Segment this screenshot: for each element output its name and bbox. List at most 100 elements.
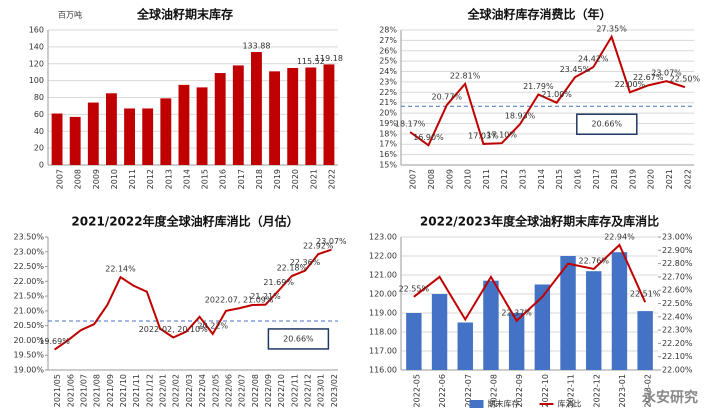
y-tick-label: 140 <box>29 42 44 51</box>
x-tick-label: 2008 <box>427 169 436 189</box>
bar <box>196 87 208 165</box>
bar <box>457 322 473 370</box>
y-tick-label: 19.50% <box>13 351 44 360</box>
x-tick-label: 2022/01 <box>159 374 168 407</box>
x-tick-label: 2015 <box>201 169 210 189</box>
y-tick-label: 26% <box>379 46 397 55</box>
value-label: 22.81% <box>450 71 481 80</box>
value-label: 2022.07, 21.09% <box>205 296 274 305</box>
x-tick-label: 2010 <box>464 169 473 189</box>
y-tick-label: 22% <box>379 88 397 97</box>
x-tick-label: 2016 <box>219 169 228 189</box>
bar <box>232 65 244 165</box>
value-label: 22.00% <box>615 80 646 89</box>
legend-swatch <box>469 400 484 408</box>
chart-title: 2021/2022年度全球油籽库消比（月估） <box>71 214 298 229</box>
value-label: 27.35% <box>596 24 627 33</box>
y-tick-label: 21% <box>379 98 397 107</box>
x-tick-label: 2021 <box>665 169 674 189</box>
bar <box>431 294 448 370</box>
y-tick-label: 22.00% <box>13 277 44 286</box>
x-tick-label: 2022/12 <box>304 374 313 407</box>
y-tick-label: 120.00 <box>369 290 397 299</box>
y2-tick-label: 22.10% <box>662 352 693 361</box>
y-tick-label: 16% <box>379 150 397 159</box>
value-label: 22.67% <box>633 73 664 82</box>
y-tick-label: 80 <box>34 93 44 102</box>
bar <box>87 102 99 165</box>
bar <box>142 108 154 165</box>
x-tick-label: 2021/05 <box>53 374 62 407</box>
y-tick-label: 40 <box>34 127 44 136</box>
x-tick-label: 2021/06 <box>66 374 75 407</box>
bar <box>508 313 525 370</box>
value-label: 22.92% <box>303 242 334 251</box>
chart-title: 全球油籽期末库存 <box>136 7 233 22</box>
reference-label: 20.66% <box>592 120 623 129</box>
value-label: 22.36% <box>290 258 321 267</box>
y-tick-label: 100 <box>29 76 44 85</box>
value-label: 21.69% <box>263 278 294 287</box>
bar <box>69 116 81 165</box>
x-tick-label: 2022-12 <box>592 374 601 407</box>
y-tick-label: 19.00% <box>13 366 44 375</box>
x-tick-label: 2014 <box>537 169 546 189</box>
y-tick-label: 20.50% <box>13 321 44 330</box>
x-tick-label: 2021 <box>309 169 318 189</box>
bar <box>586 271 602 370</box>
y-tick-label: 20.00% <box>13 336 44 345</box>
x-tick-label: 2011 <box>482 169 491 189</box>
y-tick-label: 17% <box>379 140 397 149</box>
bar <box>611 252 628 370</box>
value-label: 18.93% <box>505 112 536 121</box>
x-tick-label: 2014 <box>182 169 191 189</box>
x-tick-label: 2023-01 <box>618 374 627 407</box>
value-label: 22.50% <box>670 75 701 84</box>
x-tick-label: 2007 <box>409 169 418 189</box>
chart-title: 全球油籽库存消费比（年） <box>466 7 611 22</box>
x-tick-label: 2022/04 <box>198 374 207 407</box>
y2-tick-label: 22.30% <box>662 326 693 335</box>
x-tick-label: 2023-02 <box>644 374 653 407</box>
x-tick-label: 2009 <box>92 169 101 189</box>
value-label: 21.21% <box>250 292 281 301</box>
legend-label: 期末库存 <box>488 399 520 409</box>
value-label: 22.94% <box>604 232 635 241</box>
y2-tick-label: 23.00% <box>662 233 693 242</box>
y-tick-label: 60 <box>34 110 44 119</box>
y2-tick-label: 22.90% <box>662 246 693 255</box>
value-label: 22.37% <box>501 308 532 317</box>
y-tick-label: 23.50% <box>13 233 44 242</box>
chart-title: 2022/2023年度全球油籽期末库存及库消比 <box>420 214 659 229</box>
y-tick-label: 22.50% <box>13 262 44 271</box>
y2-tick-label: 22.70% <box>662 272 693 281</box>
x-tick-label: 2022/10 <box>277 374 286 407</box>
chart-panel: 2021/2022年度全球油籽库消比（月估） 19.00% 19.50% 20.00%… <box>13 214 347 408</box>
value-label: 23.07% <box>651 69 682 78</box>
x-tick-label: 2022/07 <box>238 374 247 407</box>
value-label: 23.07% <box>316 237 347 246</box>
x-tick-label: 2016 <box>573 169 582 189</box>
x-tick-label: 2021/08 <box>93 374 102 407</box>
reference-box <box>267 328 330 350</box>
chart-panel: 2022/2023年度全球油籽期末库存及库消比 116.00 117.00 118.0… <box>369 214 693 409</box>
value-label: 22.55% <box>399 284 430 293</box>
y-tick-label: 123.00 <box>369 233 397 242</box>
y2-tick-label: 22.60% <box>662 286 693 295</box>
bar <box>483 280 499 370</box>
y-tick-label: 117.00 <box>369 347 397 356</box>
value-label: 22.14% <box>105 265 136 274</box>
x-tick-label: 2023/01 <box>317 374 326 407</box>
line <box>409 34 686 147</box>
bar <box>124 108 135 165</box>
x-tick-label: 2008 <box>74 169 83 189</box>
bar <box>178 84 190 165</box>
x-tick-label: 2017 <box>237 169 246 189</box>
bar <box>51 113 63 165</box>
x-tick-label: 2015 <box>555 169 564 189</box>
value-label: 22.51% <box>630 290 661 299</box>
y2-tick-label: 22.80% <box>662 259 693 268</box>
y2-tick-label: 22.40% <box>662 312 693 321</box>
x-tick-label: 2012 <box>146 169 155 189</box>
